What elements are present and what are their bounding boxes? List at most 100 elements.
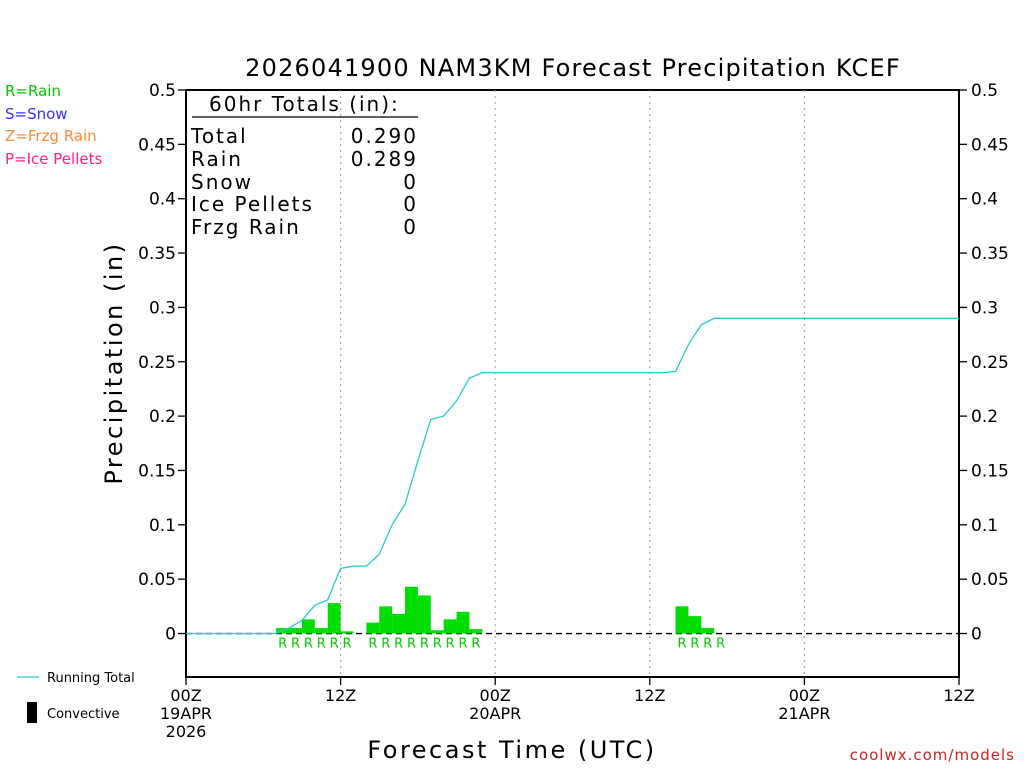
running-total-line — [186, 317, 959, 635]
precip-bar-2 — [301, 619, 315, 634]
y-tick-label-left: 0.2 — [149, 407, 176, 427]
y-tick-label-right: 0.25 — [971, 353, 1009, 373]
legend-frzg-rain: Z=Frzg Rain — [5, 127, 97, 145]
y-tick-label-right: 0.4 — [971, 190, 998, 210]
totals-label-snow: Snow — [191, 170, 253, 194]
y-tick-label-left: 0.05 — [138, 570, 176, 590]
y-tick-label-right: 0.2 — [971, 407, 998, 427]
y-tick-label-left: 0.3 — [149, 298, 176, 318]
precip-bars — [276, 586, 715, 634]
bottom-legend: Running Total Convective — [17, 671, 135, 723]
totals-label-total: Total — [190, 124, 248, 148]
y-tick-label-left: 0.1 — [149, 516, 176, 536]
precip-bar-12 — [443, 619, 457, 634]
precip-type-marker-1: R — [291, 637, 300, 652]
x-tick-label: 12Z — [325, 686, 356, 705]
precip-type-marker-5: R — [343, 637, 352, 652]
precip-type-marker-2: R — [304, 637, 313, 652]
precip-type-marker-3: R — [317, 637, 326, 652]
precip-type-marker-10: R — [420, 637, 429, 652]
precip-bar-15 — [675, 606, 689, 634]
totals-box: 60hr Totals (in): Total 0.290 Rain 0.289… — [190, 92, 418, 239]
precip-type-marker-12: R — [446, 637, 455, 652]
precip-bar-16 — [688, 616, 702, 634]
x-axis-label: Forecast Time (UTC) — [367, 736, 656, 764]
totals-value-frzg-rain: 0 — [403, 215, 418, 239]
precip-type-marker-8: R — [394, 637, 403, 652]
x-tick-label: 19APR — [160, 704, 212, 723]
precip-bar-6 — [366, 622, 380, 634]
precip-bar-17 — [701, 628, 715, 634]
precip-type-marker-11: R — [433, 637, 442, 652]
x-tick-label: 21APR — [778, 704, 830, 723]
credit-text: coolwx.com/models — [850, 746, 1015, 764]
precip-type-marker-15: R — [678, 637, 687, 652]
precip-type-marker-18: R — [716, 637, 725, 652]
precip-type-marker-7: R — [381, 637, 390, 652]
precip-bar-5 — [340, 631, 354, 634]
y-tick-label-right: 0.15 — [971, 461, 1009, 481]
precip-type-marker-0: R — [278, 637, 287, 652]
convective-legend-label: Convective — [47, 707, 120, 722]
y-tick-label-right: 0.45 — [971, 135, 1009, 155]
precip-bar-11 — [430, 630, 444, 634]
x-tick-label: 00Z — [170, 686, 201, 705]
totals-label-ice-pellets: Ice Pellets — [191, 192, 314, 216]
y-tick-label-left: 0.45 — [138, 135, 176, 155]
legend-ice-pellets: P=Ice Pellets — [5, 150, 102, 168]
x-tick-label: 2026 — [166, 722, 207, 741]
precip-bar-4 — [327, 603, 341, 634]
legend-snow: S=Snow — [5, 105, 68, 123]
y-axis-label: Precipitation (in) — [100, 241, 128, 484]
precip-type-marker-6: R — [368, 637, 377, 652]
totals-label-frzg-rain: Frzg Rain — [191, 215, 301, 239]
precip-type-marker-13: R — [459, 637, 468, 652]
precip-bar-13 — [456, 611, 470, 634]
y-tick-label-right: 0.1 — [971, 516, 998, 536]
precip-type-marker-17: R — [703, 637, 712, 652]
y-tick-label-right: 0.35 — [971, 244, 1009, 264]
convective-legend-swatch — [27, 702, 37, 723]
x-tick-label: 00Z — [789, 686, 820, 705]
precip-bar-14 — [469, 629, 483, 634]
y-tick-label-left: 0.4 — [149, 190, 176, 210]
precip-type-marker-9: R — [407, 637, 416, 652]
y-tick-label-left: 0.25 — [138, 353, 176, 373]
y-tick-label-right: 0.5 — [971, 81, 998, 101]
x-tick-label: 00Z — [480, 686, 511, 705]
y-tick-label-left: 0.35 — [138, 244, 176, 264]
precip-bar-10 — [417, 595, 431, 634]
y-axis-ticks: 0 00.05 0.050.1 0.10.15 0.150.2 0.20.25 0.250.… — [138, 81, 1009, 645]
y-tick-label-right: 0.05 — [971, 570, 1009, 590]
running-total-legend-label: Running Total — [47, 671, 135, 686]
y-tick-label-right: 0.3 — [971, 298, 998, 318]
totals-value-rain: 0.289 — [351, 147, 418, 171]
precip-bar-8 — [392, 613, 406, 634]
grid-lines — [340, 90, 805, 677]
totals-value-ice-pellets: 0 — [403, 192, 418, 216]
y-tick-label-left: 0.5 — [149, 81, 176, 101]
precip-bar-7 — [379, 606, 393, 634]
x-tick-label: 12Z — [634, 686, 665, 705]
precip-bar-1 — [289, 628, 302, 634]
totals-value-snow: 0 — [403, 170, 418, 194]
y-tick-label-right: 0 — [971, 625, 982, 645]
precip-type-legend: R=Rain S=Snow Z=Frzg Rain P=Ice Pellets — [5, 82, 102, 168]
x-tick-label: 12Z — [943, 686, 974, 705]
legend-rain: R=Rain — [5, 82, 61, 100]
precip-type-marker-16: R — [690, 637, 699, 652]
totals-label-rain: Rain — [191, 147, 243, 171]
chart-title: 2026041900 NAM3KM Forecast Precipitation… — [245, 54, 901, 82]
precip-type-marker-4: R — [330, 637, 339, 652]
totals-value-total: 0.290 — [351, 124, 418, 148]
precip-bar-9 — [405, 586, 418, 634]
y-tick-label-left: 0.15 — [138, 461, 176, 481]
plot-frame — [185, 89, 960, 678]
precip-bar-3 — [314, 628, 328, 634]
precip-type-marker-14: R — [471, 637, 480, 652]
x-tick-label: 20APR — [469, 704, 521, 723]
totals-header: 60hr Totals (in): — [209, 92, 400, 116]
